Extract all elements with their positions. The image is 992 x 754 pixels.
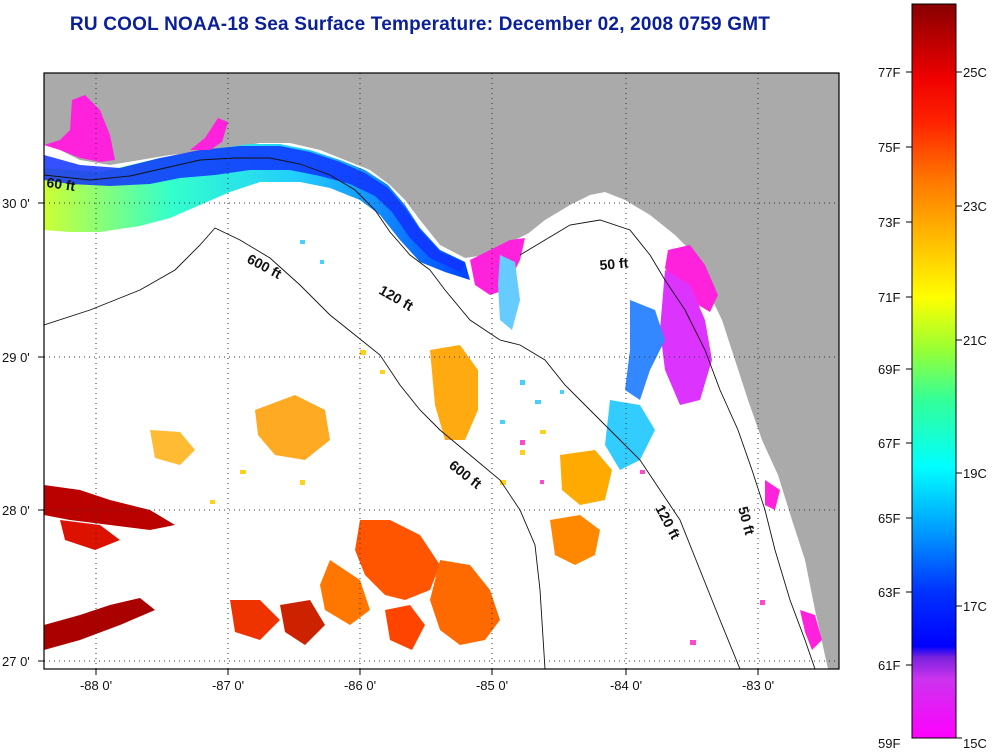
lon-tick-label: -85 0' <box>476 678 508 693</box>
warm-patch <box>355 520 440 600</box>
map-area: 60 ft 600 ft 120 ft 50 ft 600 ft 120 ft … <box>44 73 839 669</box>
colorbar-c-label: 15C <box>963 736 987 751</box>
lat-tick-label: 30 0' <box>2 196 30 211</box>
contour-label-50ft-south: 50 ft <box>735 505 758 537</box>
coastal-blue-band <box>44 146 465 272</box>
lat-tick-label: 28 0' <box>2 503 30 518</box>
contour-label-60ft: 60 ft <box>46 174 77 194</box>
lon-tick-label: -87 0' <box>212 678 244 693</box>
colorbar-f-label: 61F <box>878 658 900 673</box>
bathymetry-contours <box>44 157 816 669</box>
colorbar-f-label: 75F <box>878 140 900 155</box>
colorbar-f-label: 77F <box>878 65 900 80</box>
colorbar-f-label: 71F <box>878 290 900 305</box>
colorbar-f-label: 63F <box>878 585 900 600</box>
colorbar-f-label: 69F <box>878 362 900 377</box>
lon-tick-label: -84 0' <box>610 678 642 693</box>
colorbar-f-label: 59F <box>878 736 900 751</box>
land-mass <box>44 73 839 669</box>
colorbar-f-label: 65F <box>878 511 900 526</box>
contour-label-50ft-north: 50 ft <box>599 255 629 273</box>
map-frame <box>43 72 840 670</box>
colorbar-f-label: 73F <box>878 215 900 230</box>
lon-tick-label: -86 0' <box>344 678 376 693</box>
colorbar-c-label: 21C <box>963 333 987 348</box>
colorbar-c-label: 17C <box>963 599 987 614</box>
colorbar-c-label: 19C <box>963 466 987 481</box>
hot-patch <box>44 485 175 530</box>
colorbar-c-label: 23C <box>963 199 987 214</box>
lat-tick-label: 27 0' <box>2 654 30 669</box>
colorbar <box>906 3 962 739</box>
lon-tick-label: -83 0' <box>742 678 774 693</box>
axis-ticks <box>38 202 759 675</box>
lat-tick-label: 29 0' <box>2 350 30 365</box>
colorbar-c-label: 25C <box>963 65 987 80</box>
lon-tick-label: -88 0' <box>80 678 112 693</box>
no-data-shelf <box>520 195 828 669</box>
colorbar-f-label: 67F <box>878 436 900 451</box>
map-title: RU COOL NOAA-18 Sea Surface Temperature:… <box>69 14 771 35</box>
